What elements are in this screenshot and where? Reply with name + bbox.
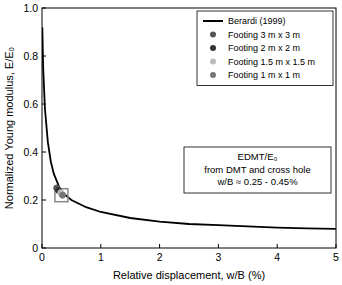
x-tick: [218, 244, 219, 248]
annotation-box: [184, 147, 331, 193]
x-tick-label: 0: [39, 251, 45, 263]
legend-box: [197, 11, 333, 86]
x-tick: [100, 244, 101, 248]
chart: 0 1 2 3 4 5 0 0.2 0.4 0.6 0.8 1.0 Relative displacem…: [0, 0, 342, 285]
x-tick: [42, 244, 43, 248]
legend-swatch: [203, 20, 223, 22]
legend-label: Footing 1 m x 1 m: [228, 70, 300, 80]
y-axis-label: Normalized Young modulus, E/E₀: [3, 47, 15, 209]
legend-label: Footing 1.5 m x 1.5 m: [228, 57, 315, 67]
x-tick-label: 1: [98, 251, 104, 263]
y-tick-label: 1.0: [23, 2, 38, 14]
legend-label: Footing 2 m x 2 m: [228, 43, 300, 53]
y-tick-label: 0: [32, 242, 38, 254]
x-tick-label: 5: [333, 251, 339, 263]
x-tick: [159, 244, 160, 248]
legend-swatch: [210, 72, 216, 78]
y-tick: [42, 200, 46, 201]
y-tick-label: 0.6: [23, 98, 38, 110]
annotation-text: w/B ≈ 0.25 - 0.45%: [216, 176, 298, 187]
x-axis-label: Relative displacement, w/B (%): [113, 269, 265, 281]
annotation-text: from DMT and cross hole: [204, 164, 310, 175]
plot-area: [42, 27, 336, 229]
point: [60, 192, 66, 198]
curve: [42, 27, 336, 229]
y-tick: [42, 248, 46, 249]
y-tick: [42, 152, 46, 153]
x-tick: [277, 244, 278, 248]
legend-swatch: [210, 45, 216, 51]
x-tick-label: 4: [274, 251, 280, 263]
y-tick: [42, 8, 46, 9]
legend-swatch: [210, 59, 216, 65]
y-tick-label: 0.8: [23, 50, 38, 62]
x-tick-label: 3: [215, 251, 221, 263]
legend-label: Berardi (1999): [228, 16, 286, 26]
y-tick-label: 0.2: [23, 194, 38, 206]
x-tick-label: 2: [157, 251, 163, 263]
legend: Berardi (1999) Footing 3 m x 3 m Footing 2…: [197, 11, 333, 86]
y-tick-label: 0.4: [23, 146, 38, 158]
legend-label: Footing 3 m x 3 m: [228, 30, 300, 40]
annotation: EDMT/E₀ from DMT and cross holew/B ≈ 0.25…: [184, 147, 331, 193]
legend-swatch: [210, 32, 216, 38]
annotation-text: EDMT/E₀: [238, 151, 278, 162]
x-tick: [336, 244, 337, 248]
plot-frame: [42, 8, 336, 248]
